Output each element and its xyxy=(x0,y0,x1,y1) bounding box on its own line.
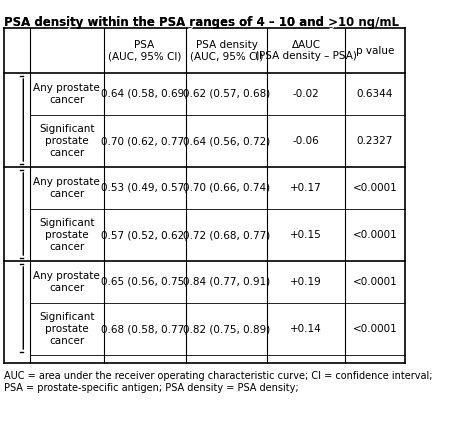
Text: <0.0001: <0.0001 xyxy=(353,230,397,240)
Text: <0.0001: <0.0001 xyxy=(353,183,397,193)
Text: PSA density within the PSA ranges of 4 – 10 and >10 ng/mL: PSA density within the PSA ranges of 4 –… xyxy=(4,16,358,29)
Text: Any prostate
cancer: Any prostate cancer xyxy=(34,83,100,105)
Text: 0.64 (0.56, 0.72): 0.64 (0.56, 0.72) xyxy=(183,136,270,146)
Text: p value: p value xyxy=(356,46,394,56)
Text: ΔAUC
(PSA density – PSA): ΔAUC (PSA density – PSA) xyxy=(255,40,357,61)
Text: 0.6344: 0.6344 xyxy=(357,89,393,99)
Text: Any prostate
cancer: Any prostate cancer xyxy=(34,271,100,293)
Text: +0.17: +0.17 xyxy=(291,183,322,193)
Text: PSA
(AUC, 95% CI): PSA (AUC, 95% CI) xyxy=(108,40,181,61)
Text: 0.57 (0.52, 0.62): 0.57 (0.52, 0.62) xyxy=(101,230,188,240)
Text: 0.70 (0.66, 0.74): 0.70 (0.66, 0.74) xyxy=(183,183,270,193)
Text: PSA density within the PSA ranges of 4 – 10 and: PSA density within the PSA ranges of 4 –… xyxy=(4,16,328,29)
Text: 0.53 (0.49, 0.57): 0.53 (0.49, 0.57) xyxy=(101,183,188,193)
Text: 0.72 (0.68, 0.77): 0.72 (0.68, 0.77) xyxy=(183,230,270,240)
Text: 0.65 (0.56, 0.75): 0.65 (0.56, 0.75) xyxy=(101,277,188,287)
Text: PSA density
(AUC, 95% CI): PSA density (AUC, 95% CI) xyxy=(190,40,263,61)
Text: 0.68 (0.58, 0.77): 0.68 (0.58, 0.77) xyxy=(101,324,188,334)
Text: Significant
prostate
cancer: Significant prostate cancer xyxy=(39,312,95,346)
Text: Any prostate
cancer: Any prostate cancer xyxy=(34,177,100,199)
Text: <0.0001: <0.0001 xyxy=(353,277,397,287)
Text: +0.19: +0.19 xyxy=(291,277,322,287)
Text: Significant
prostate
cancer: Significant prostate cancer xyxy=(39,124,95,158)
Text: PSA density within the PSA ranges of 4 – 10 and >10 ng/mL: PSA density within the PSA ranges of 4 –… xyxy=(4,16,399,29)
Text: 0.64 (0.58, 0.69): 0.64 (0.58, 0.69) xyxy=(101,89,188,99)
Text: +0.15: +0.15 xyxy=(291,230,322,240)
Text: -0.06: -0.06 xyxy=(293,136,319,146)
Text: 0.2327: 0.2327 xyxy=(357,136,393,146)
Text: -0.02: -0.02 xyxy=(293,89,319,99)
Text: 0.84 (0.77, 0.91): 0.84 (0.77, 0.91) xyxy=(183,277,270,287)
Text: Significant
prostate
cancer: Significant prostate cancer xyxy=(39,219,95,251)
Text: 0.62 (0.57, 0.68): 0.62 (0.57, 0.68) xyxy=(183,89,270,99)
Text: AUC = area under the receiver operating characteristic curve; CI = confidence in: AUC = area under the receiver operating … xyxy=(4,371,433,392)
Text: 0.82 (0.75, 0.89): 0.82 (0.75, 0.89) xyxy=(183,324,270,334)
Text: +0.14: +0.14 xyxy=(291,324,322,334)
Text: 0.70 (0.62, 0.77): 0.70 (0.62, 0.77) xyxy=(101,136,188,146)
Text: <0.0001: <0.0001 xyxy=(353,324,397,334)
